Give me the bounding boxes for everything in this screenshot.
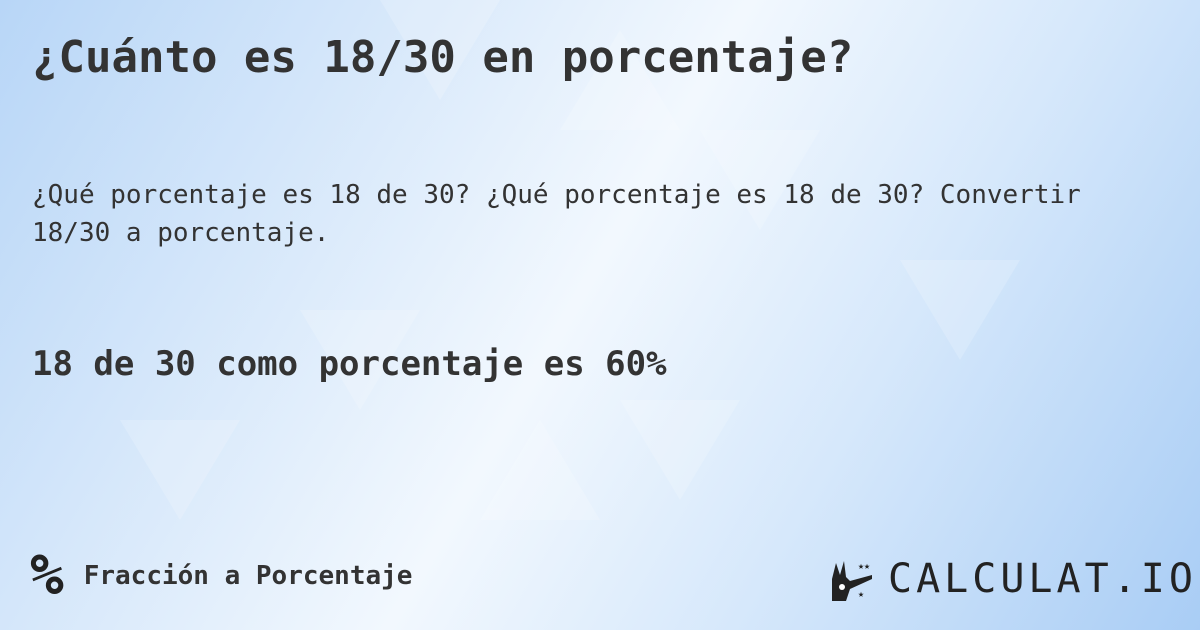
description: ¿Qué porcentaje es 18 de 30? ¿Qué porcen… <box>32 180 1081 248</box>
logo-text: CALCULAT.IO <box>888 556 1197 602</box>
magic-hand-icon: ★★ ★ <box>832 561 872 601</box>
percent-icon: % <box>30 543 64 608</box>
page-title: ¿Cuánto es 18/30 en porcentaje? <box>32 32 854 83</box>
category-label: Fracción a Porcentaje <box>83 561 413 591</box>
svg-text:★: ★ <box>858 589 864 600</box>
svg-text:★★: ★★ <box>858 561 870 572</box>
logo[interactable]: ★★ ★ CALCULAT.IO <box>828 556 1197 602</box>
result-text: 18 de 30 como porcentaje es 60% <box>32 344 667 384</box>
category-link[interactable]: % Fracción a Porcentaje <box>30 548 412 604</box>
